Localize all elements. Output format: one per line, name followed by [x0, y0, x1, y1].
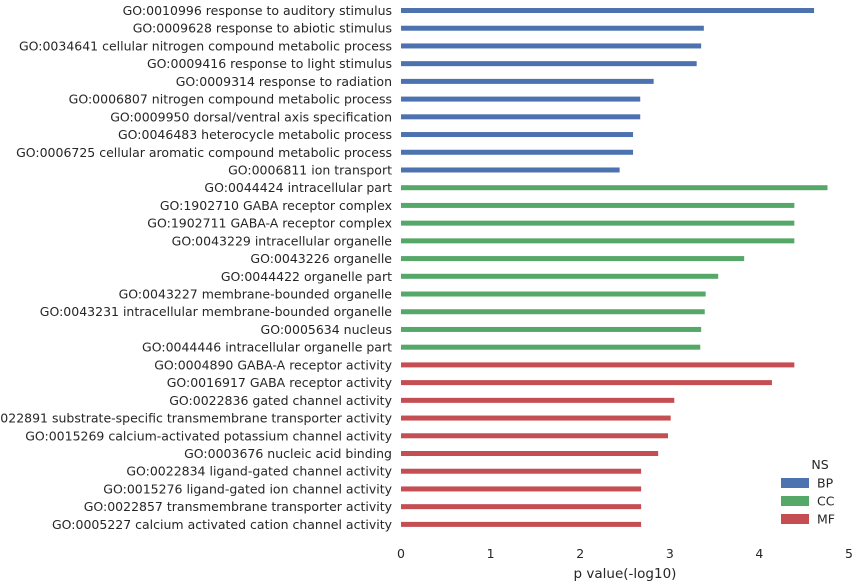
category-label: GO:0009628 response to abiotic stimulus — [133, 21, 392, 36]
category-label: GO:0022836 gated channel activity — [169, 393, 392, 408]
category-label: GO:0016917 GABA receptor activity — [167, 375, 393, 390]
category-label: GO:0005634 nucleus — [261, 322, 392, 337]
category-label: GO:0022834 ligand-gated channel activity — [126, 464, 392, 479]
category-label: GO:0015269 calcium-activated potassium c… — [25, 428, 392, 443]
category-label: GO:0004890 GABA-A receptor activity — [154, 357, 392, 372]
bar-mf — [401, 362, 795, 368]
category-label: GO:0003676 nucleic acid binding — [184, 446, 392, 461]
category-label: GO:0043226 organelle — [250, 251, 392, 266]
category-label: GO:0010996 response to auditory stimulus — [123, 3, 392, 18]
bar-mf — [401, 521, 642, 527]
category-label: GO:0043229 intracellular organelle — [172, 233, 393, 248]
bar-mf — [401, 504, 642, 510]
category-label: GO:0022891 substrate-specific transmembr… — [0, 411, 393, 426]
x-axis-ticks: 0 1 2 3 4 5 — [397, 546, 853, 561]
bar-bp — [401, 114, 641, 120]
category-label: GO:0034641 cellular nitrogen compound me… — [19, 38, 392, 53]
category-label: GO:0009950 dorsal/ventral axis specifica… — [110, 109, 392, 124]
legend-label-bp: BP — [817, 476, 834, 491]
x-tick-label: 2 — [576, 546, 584, 561]
bar-mf — [401, 433, 669, 439]
bar-bp — [401, 61, 697, 67]
bar-cc — [401, 291, 706, 297]
bar-bp — [401, 132, 634, 138]
bar-mf — [401, 486, 642, 492]
bar-cc — [401, 344, 701, 350]
category-label: GO:0006807 nitrogen compound metabolic p… — [69, 92, 392, 107]
bars-layer — [401, 8, 828, 527]
bar-bp — [401, 43, 702, 49]
legend-title: NS — [811, 457, 828, 472]
x-tick-label: 3 — [666, 546, 674, 561]
bar-mf — [401, 380, 772, 386]
x-tick-label: 1 — [487, 546, 495, 561]
bar-bp — [401, 78, 654, 84]
legend: NS BP CC MF — [781, 457, 835, 527]
x-axis-title: p value(-log10) — [574, 566, 677, 582]
bar-cc — [401, 273, 719, 279]
x-tick-label: 4 — [755, 546, 763, 561]
legend-label-cc: CC — [817, 494, 835, 509]
category-label: GO:0046483 heterocycle metabolic process — [118, 127, 392, 142]
x-tick-label: 0 — [397, 546, 405, 561]
legend-swatch-bp — [781, 478, 809, 488]
bar-cc — [401, 309, 705, 315]
category-label: GO:0009314 response to radiation — [176, 74, 392, 89]
bar-bp — [401, 25, 704, 31]
bar-cc — [401, 256, 745, 262]
bar-bp — [401, 96, 641, 102]
category-labels: GO:0010996 response to auditory stimulus… — [0, 3, 393, 532]
bar-cc — [401, 326, 702, 332]
category-label: GO:0015276 ligand-gated ion channel acti… — [103, 481, 392, 496]
x-tick-label: 5 — [845, 546, 853, 561]
bar-bp — [401, 8, 815, 13]
category-label: GO:0044446 intracellular organelle part — [142, 340, 392, 355]
bar-mf — [401, 415, 671, 421]
category-label: GO:0044424 intracellular part — [204, 180, 392, 195]
legend-swatch-mf — [781, 514, 809, 524]
category-label: GO:0043231 intracellular membrane-bounde… — [40, 304, 393, 319]
bar-bp — [401, 167, 620, 173]
legend-entries: BP CC MF — [781, 476, 835, 527]
legend-swatch-cc — [781, 496, 809, 506]
category-label: GO:0022857 transmembrane transporter act… — [84, 499, 393, 514]
bar-cc — [401, 220, 795, 226]
bar-mf — [401, 397, 675, 403]
bar-bp — [401, 149, 634, 155]
category-label: GO:1902711 GABA-A receptor complex — [147, 216, 392, 231]
bar-cc — [401, 185, 828, 191]
legend-label-mf: MF — [817, 512, 835, 527]
bar-cc — [401, 238, 795, 244]
bar-cc — [401, 202, 795, 208]
category-label: GO:0043227 membrane-bounded organelle — [119, 287, 393, 302]
bar-mf — [401, 468, 642, 474]
category-label: GO:0006811 ion transport — [228, 162, 392, 177]
category-label: GO:0005227 calcium activated cation chan… — [52, 517, 393, 532]
category-label: GO:0009416 response to light stimulus — [147, 56, 392, 71]
category-label: GO:0006725 cellular aromatic compound me… — [16, 145, 392, 160]
category-label: GO:0044422 organelle part — [221, 269, 392, 284]
bar-mf — [401, 451, 659, 456]
category-label: GO:1902710 GABA receptor complex — [160, 198, 392, 213]
